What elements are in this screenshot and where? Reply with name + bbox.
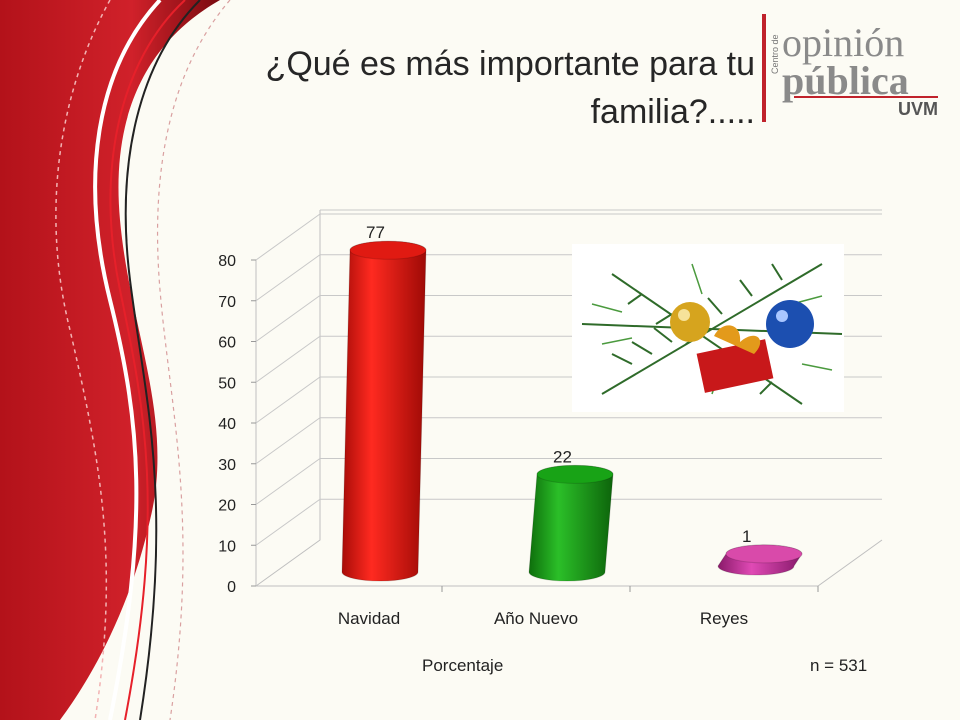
logo-line1: opinión (782, 20, 904, 65)
red-curve (109, 0, 186, 720)
logo-side-text: Centro de (770, 34, 780, 74)
ornaments-icon (581, 263, 843, 405)
logo-line2: pública (782, 58, 909, 103)
bar-top (725, 544, 803, 564)
x-category-label: Reyes (700, 609, 748, 628)
footer-measure: Porcentaje (422, 656, 504, 675)
y-tick-label: 40 (218, 416, 236, 433)
y-tick-label: 0 (227, 579, 236, 596)
logo-tag: UVM (898, 99, 938, 119)
data-label: 77 (366, 223, 385, 242)
footer-sample-size: n = 531 (810, 656, 868, 675)
opinion-publica-logo: Centro de opinión pública UVM (762, 14, 938, 122)
bar-top (536, 464, 614, 484)
y-tick-label: 10 (218, 538, 236, 555)
y-tick-label: 20 (218, 498, 236, 515)
gridline (255, 498, 882, 546)
logo-accent-bar (762, 14, 766, 122)
gridline (255, 458, 882, 505)
data-label: 22 (553, 447, 572, 466)
x-axis: Navidad Año Nuevo Reyes (338, 586, 819, 628)
red-swoosh (0, 0, 220, 720)
white-curve (93, 0, 162, 720)
y-tick-label: 30 (218, 457, 236, 474)
slide-title: ¿Qué es más importante para tu familia?.… (265, 45, 755, 131)
gridline (255, 417, 882, 465)
y-tick-label: 70 (218, 294, 236, 311)
y-axis: 0 10 20 30 40 50 60 70 80 (218, 253, 256, 596)
dashed-curve-2 (156, 0, 231, 720)
bar-top (349, 240, 427, 260)
y-tick-label: 50 (218, 375, 236, 392)
x-category-label: Año Nuevo (494, 609, 578, 628)
chart-bars: 77 22 1 (341, 223, 803, 582)
y-tick-label: 80 (218, 253, 236, 270)
x-category-label: Navidad (338, 609, 400, 628)
bar-navidad (341, 240, 427, 582)
data-label: 1 (742, 527, 751, 546)
dark-curve (124, 0, 201, 720)
gridline (255, 213, 882, 261)
christmas-ornaments-image (572, 244, 844, 412)
chart-left-wall (255, 210, 321, 587)
y-tick-label: 60 (218, 335, 236, 352)
